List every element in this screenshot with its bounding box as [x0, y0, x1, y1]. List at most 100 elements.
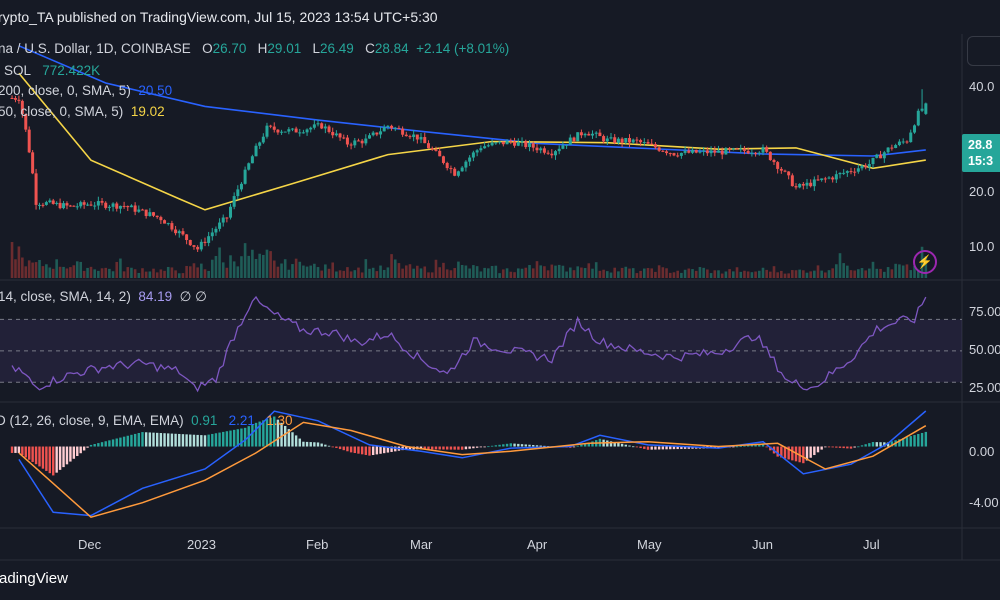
candle-body — [174, 229, 178, 234]
volume-bar — [838, 253, 842, 278]
volume-bar — [100, 268, 104, 278]
candle-body — [761, 147, 765, 153]
lightning-icon[interactable]: ⚡ — [913, 250, 937, 274]
volume-bar — [587, 263, 591, 278]
ohlc-close: 28.84 — [374, 41, 409, 56]
candle-body — [754, 152, 758, 154]
volume-bar — [813, 270, 816, 278]
macd-histogram-bar — [479, 446, 483, 448]
volume-bar — [232, 261, 236, 278]
candle-body — [152, 212, 156, 216]
macd-hist-value: 0.91 — [191, 413, 218, 428]
candle-body — [509, 140, 513, 142]
volume-bar — [754, 271, 757, 278]
macd-histogram-bar — [613, 442, 616, 447]
macd-histogram-bar — [809, 446, 812, 458]
macd-histogram-bar — [857, 446, 860, 448]
volume-bar — [728, 269, 731, 278]
candle-body — [82, 202, 86, 205]
macd-histogram-bar — [130, 434, 133, 447]
candle-body — [798, 183, 802, 188]
candle-body — [665, 151, 669, 154]
volume-bar — [802, 270, 805, 278]
macd-histogram-bar — [254, 422, 258, 447]
macd-histogram-bar — [353, 446, 356, 454]
volume-bar — [543, 266, 546, 278]
macd-histogram-bar — [269, 417, 272, 447]
macd-histogram-bar — [305, 441, 309, 447]
candle-body — [75, 206, 79, 208]
macd-histogram-bar — [211, 433, 214, 447]
macd-histogram-bar — [498, 444, 501, 447]
candle-body — [181, 231, 185, 235]
candle-body — [236, 189, 240, 197]
macd-histogram-bar — [591, 441, 594, 447]
volume-bar — [835, 264, 838, 278]
ohlc-high-label: H — [257, 41, 268, 56]
macd-histogram-bar — [119, 437, 122, 447]
candle-body — [100, 201, 104, 203]
candle-body — [609, 137, 613, 139]
macd-histogram-bar — [62, 446, 65, 468]
volume-bar — [82, 270, 86, 278]
macd-histogram-bar — [543, 445, 546, 447]
volume-bar — [408, 264, 412, 278]
volume-bar — [594, 262, 598, 278]
ohlc-high: 29.01 — [267, 41, 302, 56]
volume-bar — [528, 265, 531, 278]
macd-histogram-bar — [494, 445, 498, 447]
candle-body — [820, 178, 824, 181]
volume-bar — [423, 266, 427, 278]
volume-bar — [265, 249, 269, 278]
macd-histogram-bar — [222, 431, 225, 447]
macd-histogram-bar — [390, 446, 393, 452]
volume-bar — [457, 261, 460, 278]
macd-histogram-bar — [780, 446, 783, 458]
volume-bar — [438, 267, 442, 278]
macd-histogram-bar — [442, 446, 445, 450]
candle-body — [768, 151, 772, 161]
macd-histogram-bar — [141, 432, 144, 447]
volume-bar — [375, 271, 379, 278]
macd-histogram-bar — [883, 442, 886, 447]
macd-tick-neg4: -4.00 — [969, 495, 999, 510]
macd-histogram-bar — [917, 434, 920, 447]
volume-bar — [691, 269, 694, 278]
volume-bar — [709, 273, 713, 278]
volume-bar — [509, 271, 513, 278]
volume-bar — [717, 270, 720, 278]
chart-control-button[interactable] — [967, 36, 1000, 66]
macd-histogram-bar — [820, 446, 823, 450]
candle-body — [587, 133, 591, 136]
candle-body — [616, 138, 620, 143]
volume-bar — [353, 270, 357, 278]
candle-body — [294, 128, 298, 133]
x-label-jun: Jun — [752, 537, 773, 552]
macd-histogram-bar — [159, 433, 163, 447]
ma50-label: 50, close, 0, SMA, 5) — [0, 104, 124, 119]
main-legend: na / U.S. Dollar, 1D, COINBASE O26.70 H2… — [0, 41, 509, 56]
macd-histogram-bar — [920, 432, 924, 447]
macd-histogram-bar — [34, 446, 38, 465]
x-label-may: May — [637, 537, 662, 552]
macd-histogram-bar — [654, 446, 657, 450]
candle-body — [96, 201, 100, 206]
volume-bar — [21, 257, 24, 278]
volume-bar — [898, 264, 901, 278]
macd-histogram-bar — [342, 446, 345, 451]
macd-histogram-bar — [316, 442, 320, 447]
volume-bar — [676, 270, 679, 278]
volume-bar — [516, 268, 520, 278]
candle-body — [203, 241, 207, 243]
macd-histogram-bar — [513, 443, 516, 447]
candle-body — [412, 134, 416, 138]
volume-bar — [320, 270, 323, 278]
macd-histogram-bar — [875, 442, 878, 447]
macd-histogram-bar — [383, 446, 386, 454]
macd-histogram-bar — [133, 433, 137, 447]
macd-line-value: 2.21 — [228, 413, 255, 428]
candle-body — [528, 143, 532, 148]
volume-bar — [772, 266, 776, 278]
volume-bar — [243, 243, 247, 278]
